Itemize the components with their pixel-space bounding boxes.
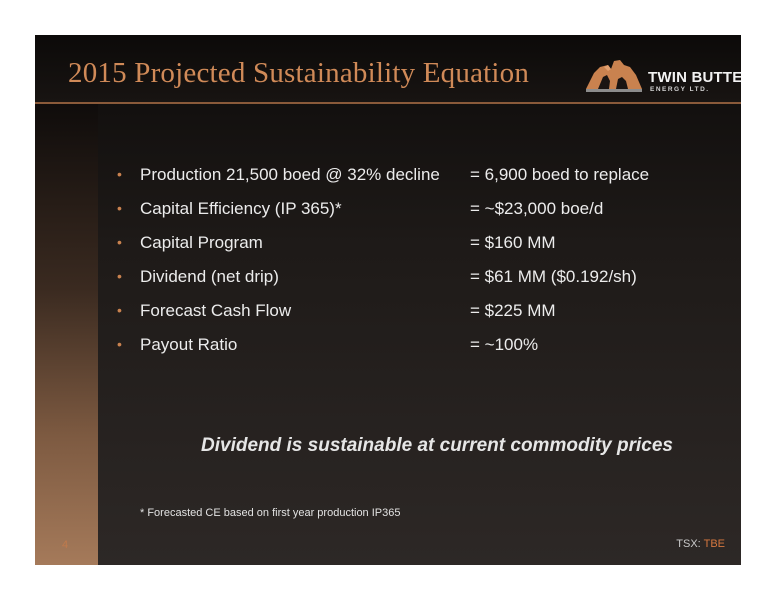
- list-item: • Production 21,500 boed @ 32% decline =…: [35, 165, 741, 189]
- bullet-icon: •: [117, 302, 122, 318]
- slide-title: 2015 Projected Sustainability Equation: [68, 57, 530, 89]
- item-value: = $61 MM ($0.192/sh): [470, 267, 637, 286]
- item-label: Capital Program: [140, 233, 263, 252]
- list-item: • Forecast Cash Flow = $225 MM: [35, 301, 741, 325]
- page-number: 4: [62, 539, 69, 551]
- item-value: = ~100%: [470, 335, 539, 354]
- company-logo: TWIN BUTTE ENERGY LTD.: [584, 57, 741, 97]
- bullet-icon: •: [117, 234, 122, 250]
- ticker-prefix: TSX:: [676, 538, 704, 550]
- item-label: Capital Efficiency (IP 365)*: [140, 199, 342, 218]
- item-value: = ~$23,000 boe/d: [470, 199, 604, 218]
- tagline: Dividend is sustainable at current commo…: [201, 435, 673, 456]
- ticker-symbol: TBE: [703, 538, 725, 550]
- bullet-icon: •: [117, 268, 122, 284]
- ticker: TSX: TBE: [676, 538, 725, 550]
- item-label: Production 21,500 boed @ 32% decline: [140, 165, 440, 184]
- bullet-icon: •: [117, 336, 122, 352]
- list-item: • Dividend (net drip) = $61 MM ($0.192/s…: [35, 267, 741, 291]
- bullet-icon: •: [117, 200, 122, 216]
- item-label: Dividend (net drip): [140, 267, 279, 286]
- item-label: Payout Ratio: [140, 335, 238, 354]
- butte-mountain-icon: [586, 60, 642, 92]
- bullet-icon: •: [117, 166, 122, 182]
- item-label: Forecast Cash Flow: [140, 301, 292, 320]
- item-value: = 6,900 boed to replace: [470, 165, 650, 184]
- header-divider: [35, 102, 741, 104]
- list-item: • Capital Program = $160 MM: [35, 233, 741, 257]
- list-item: • Capital Efficiency (IP 365)* = ~$23,00…: [35, 199, 741, 223]
- header-bar: 2015 Projected Sustainability Equation T…: [35, 35, 741, 103]
- footnote: * Forecasted CE based on first year prod…: [140, 507, 401, 519]
- item-value: = $160 MM: [470, 233, 556, 252]
- logo-subtitle: ENERGY LTD.: [650, 86, 710, 93]
- logo-name: TWIN BUTTE: [648, 69, 741, 86]
- list-item: • Payout Ratio = ~100%: [35, 335, 741, 359]
- slide: 2015 Projected Sustainability Equation T…: [35, 35, 741, 565]
- item-value: = $225 MM: [470, 301, 556, 320]
- side-band: [35, 104, 98, 565]
